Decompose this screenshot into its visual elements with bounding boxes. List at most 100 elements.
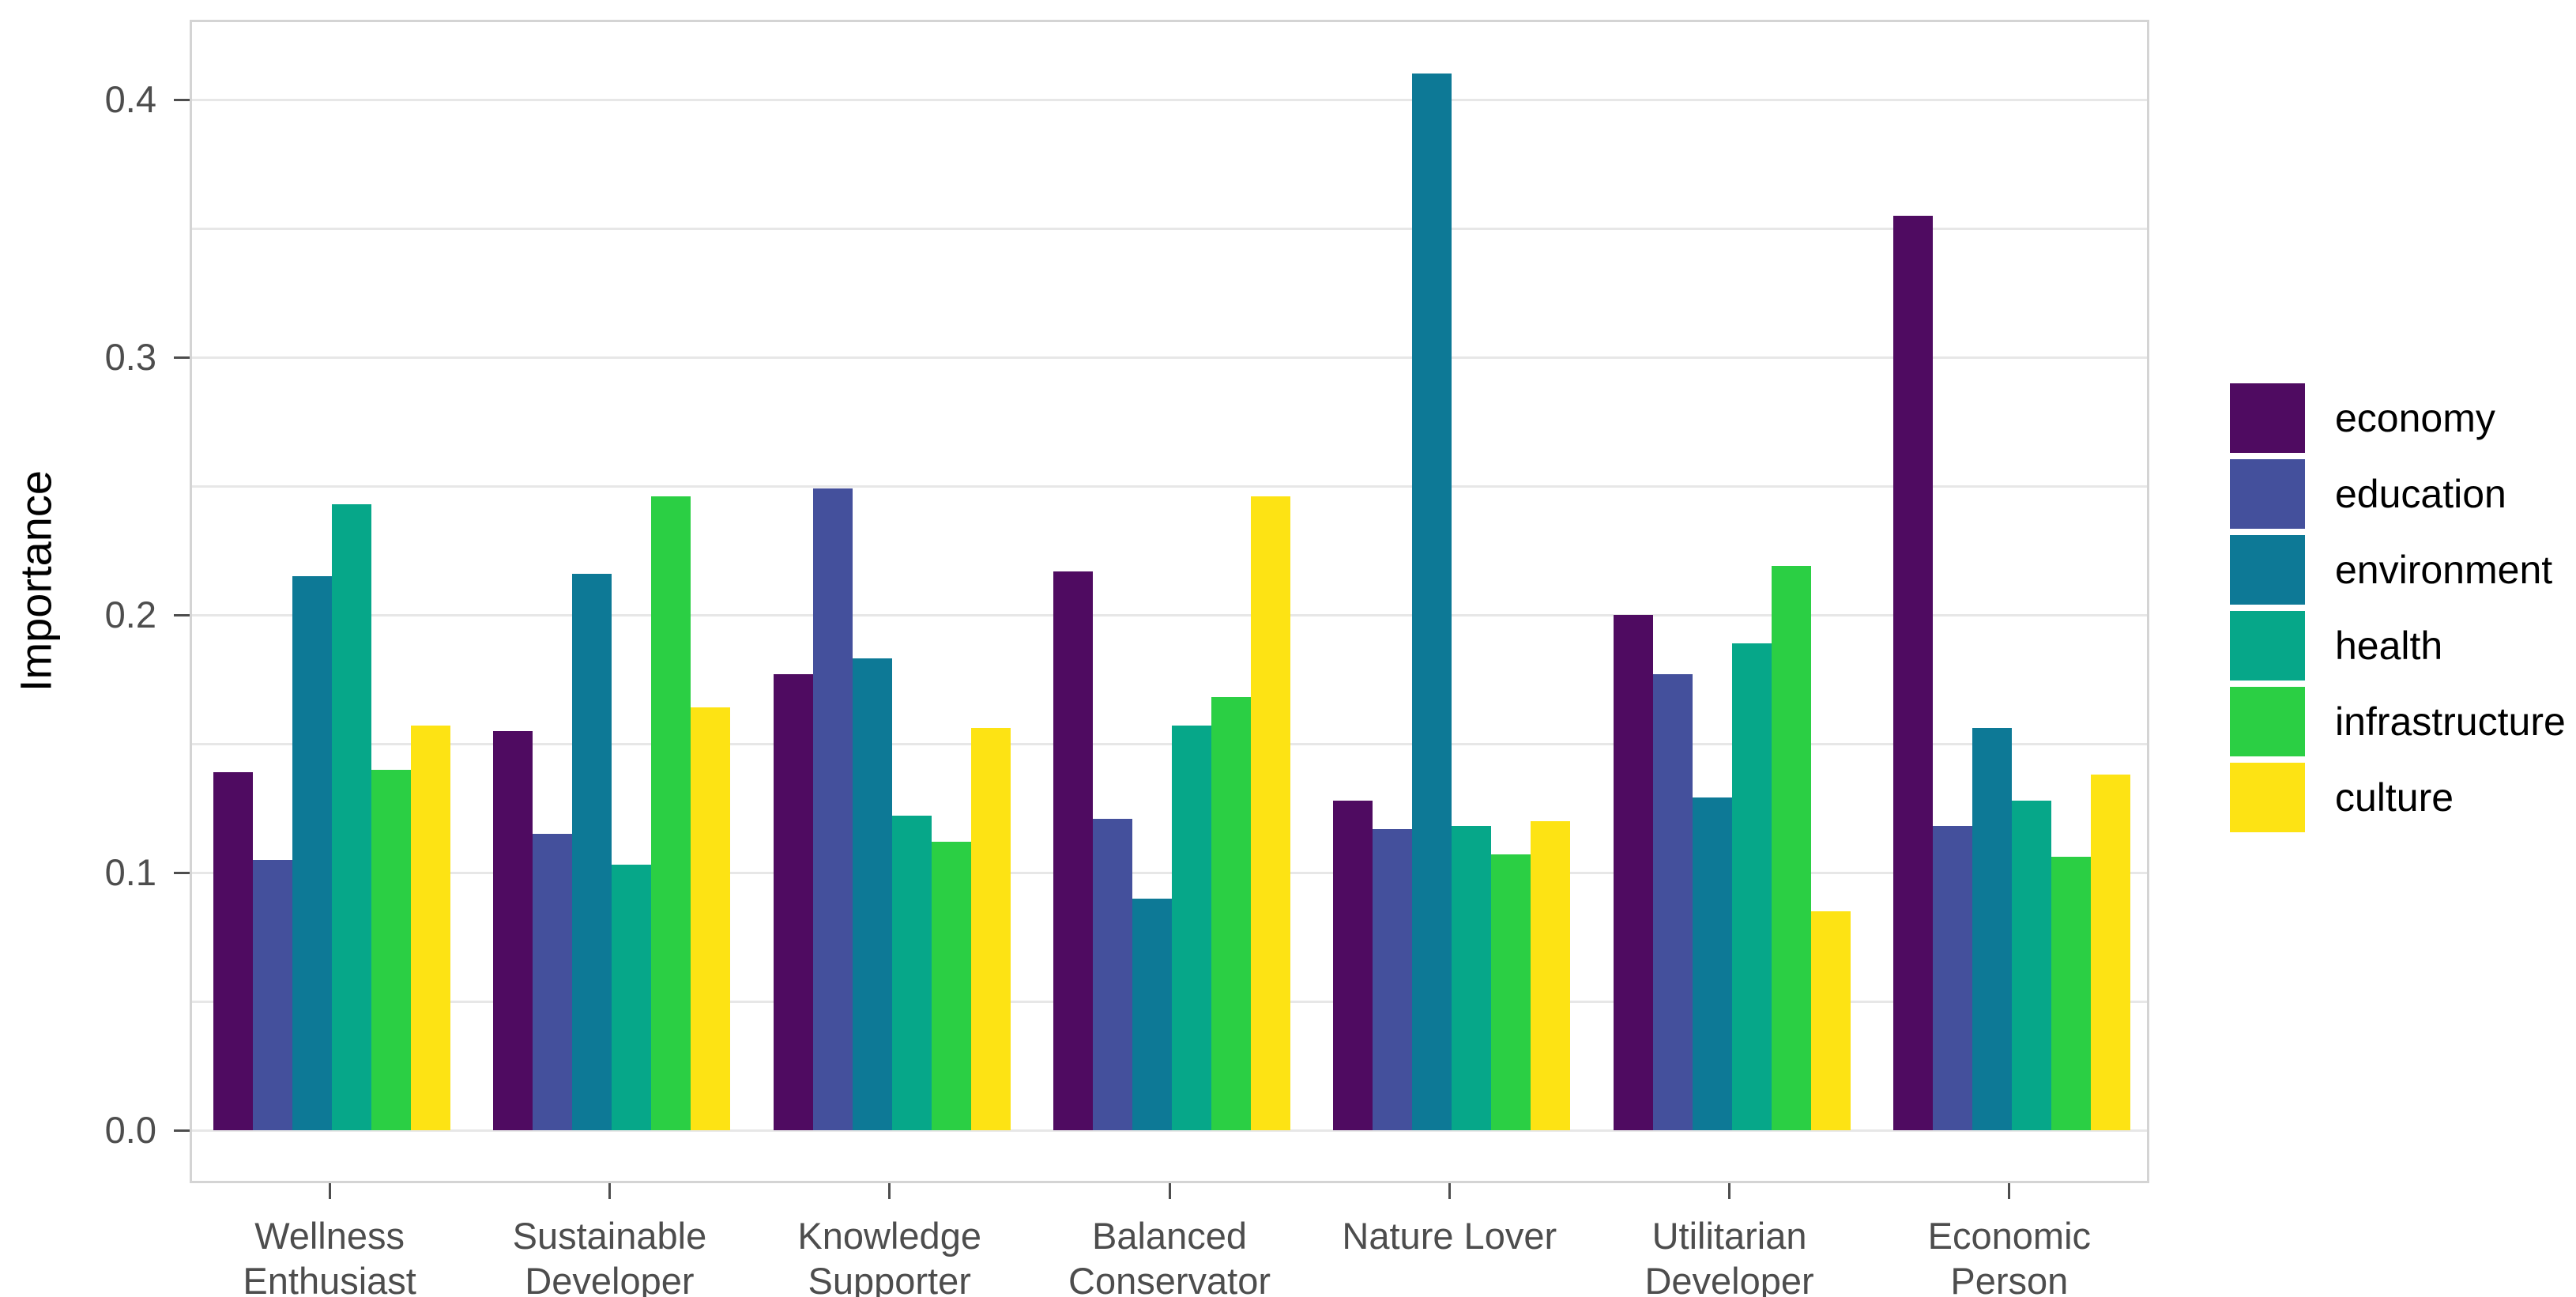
- gridline: [192, 98, 2147, 101]
- gridline: [192, 356, 2147, 359]
- bar-economy: [1613, 615, 1653, 1130]
- legend-item-education: education: [2230, 459, 2566, 529]
- plot-panel: [190, 20, 2149, 1183]
- legend-swatch-environment: [2230, 535, 2305, 605]
- bar-health: [1171, 726, 1211, 1130]
- bar-group: [1312, 71, 1591, 1130]
- bar-economy: [1892, 216, 1933, 1130]
- legend-label: health: [2335, 624, 2443, 668]
- legend-label: economy: [2335, 396, 2495, 440]
- bar-environment: [852, 658, 892, 1130]
- y-axis-tick-label: 0.1: [104, 851, 156, 893]
- gridline: [192, 742, 2147, 745]
- legend: economy education environment health infrast…: [2230, 383, 2566, 839]
- bar-environment: [1692, 797, 1732, 1130]
- bar-education: [253, 860, 293, 1130]
- bar-health: [2011, 801, 2051, 1130]
- bar-health: [1731, 643, 1772, 1130]
- y-axis-tick-label: 0.2: [104, 594, 156, 635]
- bar-education: [533, 834, 573, 1130]
- bar-group: [472, 71, 751, 1130]
- y-axis-tick-label: 0.0: [104, 1109, 156, 1151]
- bar-education: [1092, 819, 1132, 1130]
- y-axis-title: Importance: [10, 469, 61, 692]
- bar-environment: [1412, 74, 1452, 1130]
- x-axis-tick-mark: [1728, 1183, 1731, 1199]
- legend-label: culture: [2335, 775, 2454, 820]
- bar-group: [752, 71, 1032, 1130]
- bar-infrastructure: [651, 496, 691, 1130]
- bar-culture: [411, 726, 451, 1130]
- y-axis-tick-mark: [174, 98, 190, 101]
- x-axis-tick-mark: [888, 1183, 891, 1199]
- legend-item-health: health: [2230, 611, 2566, 681]
- legend-item-environment: environment: [2230, 535, 2566, 605]
- x-axis-tick-mark: [2008, 1183, 2011, 1199]
- bar-culture: [691, 707, 731, 1130]
- y-axis-tick-mark: [174, 1129, 190, 1132]
- bar-infrastructure: [2051, 857, 2091, 1130]
- bar-health: [1452, 826, 1492, 1130]
- bar-environment: [1132, 899, 1172, 1130]
- gridline: [192, 613, 2147, 616]
- y-axis-tick-label: 0.3: [104, 336, 156, 378]
- bar-education: [1932, 826, 1972, 1130]
- legend-swatch-economy: [2230, 383, 2305, 453]
- bar-infrastructure: [1771, 566, 1811, 1130]
- gridline: [192, 227, 2147, 230]
- bar-culture: [1531, 821, 1571, 1130]
- bar-education: [1652, 674, 1693, 1130]
- gridline: [192, 871, 2147, 874]
- x-axis-category-label: Economic Person: [1927, 1215, 2092, 1297]
- x-axis-tick-mark: [608, 1183, 611, 1199]
- bar-infrastructure: [371, 770, 412, 1130]
- legend-label: education: [2335, 472, 2506, 516]
- x-axis-category-label: Wellness Enthusiast: [243, 1215, 416, 1297]
- bar-group: [1032, 71, 1312, 1130]
- bar-group: [1591, 71, 1871, 1130]
- y-axis-tick-mark: [174, 871, 190, 874]
- y-axis-tick-label: 0.4: [104, 78, 156, 120]
- bar-economy: [493, 731, 533, 1130]
- bar-infrastructure: [1491, 854, 1531, 1130]
- y-axis-tick-mark: [174, 613, 190, 616]
- legend-swatch-health: [2230, 611, 2305, 681]
- legend-swatch-infrastructure: [2230, 687, 2305, 756]
- legend-swatch-education: [2230, 459, 2305, 529]
- x-axis-category-label: Balanced Conservator: [1068, 1215, 1271, 1297]
- bar-group: [1872, 71, 2152, 1130]
- bar-environment: [292, 576, 333, 1130]
- bar-culture: [2090, 775, 2130, 1130]
- legend-item-economy: economy: [2230, 383, 2566, 453]
- bar-group: [192, 71, 472, 1130]
- bar-economy: [213, 772, 254, 1130]
- bar-infrastructure: [931, 842, 971, 1130]
- y-axis-tick-mark: [174, 356, 190, 359]
- bar-culture: [970, 728, 1011, 1130]
- x-axis-tick-mark: [1448, 1183, 1451, 1199]
- bar-health: [612, 865, 652, 1130]
- bar-environment: [572, 574, 612, 1130]
- legend-item-infrastructure: infrastructure: [2230, 687, 2566, 756]
- x-axis-tick-mark: [328, 1183, 331, 1199]
- bar-economy: [773, 674, 813, 1130]
- bar-economy: [1333, 801, 1373, 1130]
- bar-education: [1373, 829, 1413, 1130]
- x-axis-category-label: Nature Lover: [1342, 1215, 1557, 1257]
- legend-item-culture: culture: [2230, 763, 2566, 832]
- bar-culture: [1810, 911, 1851, 1130]
- bar-culture: [1250, 496, 1290, 1130]
- legend-swatch-culture: [2230, 763, 2305, 832]
- x-axis-tick-mark: [1168, 1183, 1171, 1199]
- x-axis-category-label: Knowledge Supporter: [797, 1215, 981, 1297]
- bar-health: [332, 504, 372, 1130]
- x-axis-category-label: Utilitarian Developer: [1644, 1215, 1814, 1297]
- gridline: [192, 484, 2147, 488]
- x-axis-category-label: Sustainable Developer: [512, 1215, 707, 1297]
- legend-label: environment: [2335, 548, 2553, 592]
- bar-infrastructure: [1211, 697, 1251, 1130]
- bar-education: [812, 488, 853, 1130]
- bar-health: [891, 816, 932, 1130]
- bar-environment: [1972, 728, 2012, 1130]
